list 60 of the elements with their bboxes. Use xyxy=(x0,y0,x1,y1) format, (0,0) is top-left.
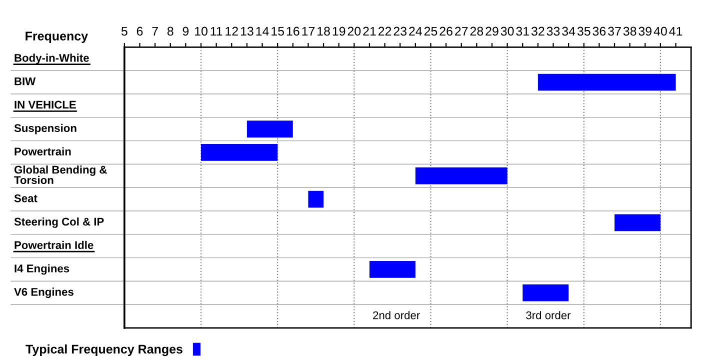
y-tick-label: V6 Engines xyxy=(14,288,74,298)
bar xyxy=(246,120,293,138)
bar xyxy=(614,214,660,232)
x-tick-label: 36 xyxy=(592,26,606,36)
x-tick-label: 35 xyxy=(577,26,590,36)
x-tick-label: 21 xyxy=(363,26,376,36)
x-tick-label: 5 xyxy=(121,26,128,36)
y-tick-label: Global Bending & Torsion xyxy=(14,165,107,184)
bar xyxy=(308,190,324,208)
x-tick-label: 10 xyxy=(195,26,208,36)
x-tick-label: 11 xyxy=(210,26,222,36)
bar xyxy=(201,144,278,161)
x-tick-label: 40 xyxy=(654,26,667,36)
y-tick-label: Suspension xyxy=(14,124,76,134)
bar xyxy=(369,261,416,278)
x-axis-title: Frequency xyxy=(26,32,88,43)
annotation: 2nd order xyxy=(373,311,420,320)
x-tick-label: 12 xyxy=(226,26,238,36)
x-tick-label: 38 xyxy=(623,26,636,36)
y-tick-label: Seat xyxy=(14,194,38,202)
x-tick-label: 20 xyxy=(348,26,361,36)
bar xyxy=(538,74,676,91)
x-tick-label: 41 xyxy=(669,26,682,36)
x-tick-label: 34 xyxy=(562,26,576,36)
x-tick-label: 8 xyxy=(167,26,174,36)
y-tick-label: I4 Engines xyxy=(14,264,70,275)
legend-label: Typical Frequency Ranges xyxy=(26,344,182,356)
x-tick-label: 37 xyxy=(608,26,621,36)
bar xyxy=(415,167,508,184)
x-tick-label: 28 xyxy=(470,26,484,36)
x-tick-label: 25 xyxy=(424,26,438,36)
x-tick-label: 6 xyxy=(136,26,143,36)
y-tick-label: Body-in-White xyxy=(14,54,89,64)
x-tick-label: 14 xyxy=(256,26,269,36)
annotation: 3rd order xyxy=(526,311,571,320)
x-tick-label: 18 xyxy=(318,26,330,36)
x-tick-label: 39 xyxy=(638,26,652,36)
x-tick-label: 15 xyxy=(272,26,284,36)
x-tick-label: 22 xyxy=(378,26,392,36)
bar xyxy=(522,284,569,302)
x-tick-label: 13 xyxy=(240,26,254,36)
x-tick-label: 31 xyxy=(516,26,529,36)
x-tick-label: 19 xyxy=(332,26,346,36)
x-tick-label: 32 xyxy=(531,26,544,36)
y-tick-label: Powertrain xyxy=(14,147,71,156)
y-tick-label: Steering Col & IP xyxy=(14,217,104,228)
x-tick-label: 9 xyxy=(182,26,189,36)
x-tick-label: 30 xyxy=(500,26,514,36)
y-tick-label: Powertrain Idle xyxy=(14,240,94,250)
x-tick-label: 26 xyxy=(440,26,452,36)
x-tick-label: 16 xyxy=(286,26,300,36)
x-tick-label: 7 xyxy=(152,26,158,36)
x-tick-label: 23 xyxy=(394,26,407,36)
y-tick-label: BIW xyxy=(14,77,36,86)
x-tick-label: 24 xyxy=(409,26,422,36)
y-tick-label: IN VEHICLE xyxy=(14,100,76,109)
x-tick-label: 29 xyxy=(486,26,498,36)
x-tick-label: 17 xyxy=(302,26,315,36)
x-tick-label: 27 xyxy=(455,26,468,36)
x-tick-label: 33 xyxy=(546,26,560,36)
